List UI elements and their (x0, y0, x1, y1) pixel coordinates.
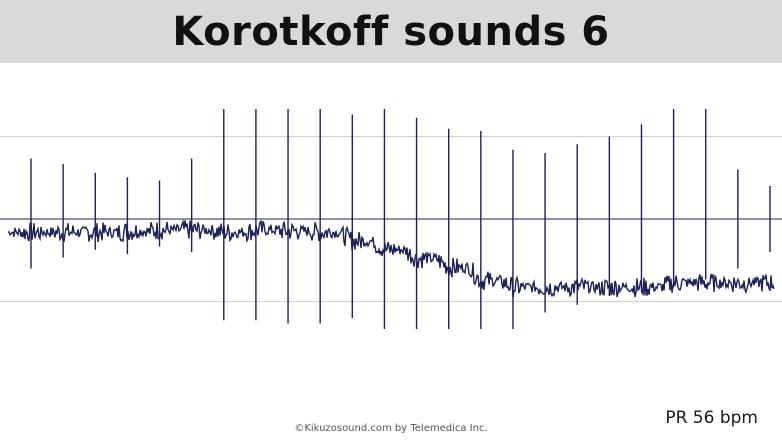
wave-layer (7, 109, 775, 329)
pulse-rate-label: PR 56 bpm (665, 408, 758, 428)
waveform-chart (0, 109, 782, 329)
grid-layer (0, 136, 782, 302)
page-title: Korotkoff sounds 6 (172, 8, 610, 55)
copyright-text: ©Kikuzosound.com by Telemedica Inc. (294, 423, 488, 434)
waveform-trace (7, 219, 775, 298)
title-bar: Korotkoff sounds 6 (0, 0, 782, 63)
